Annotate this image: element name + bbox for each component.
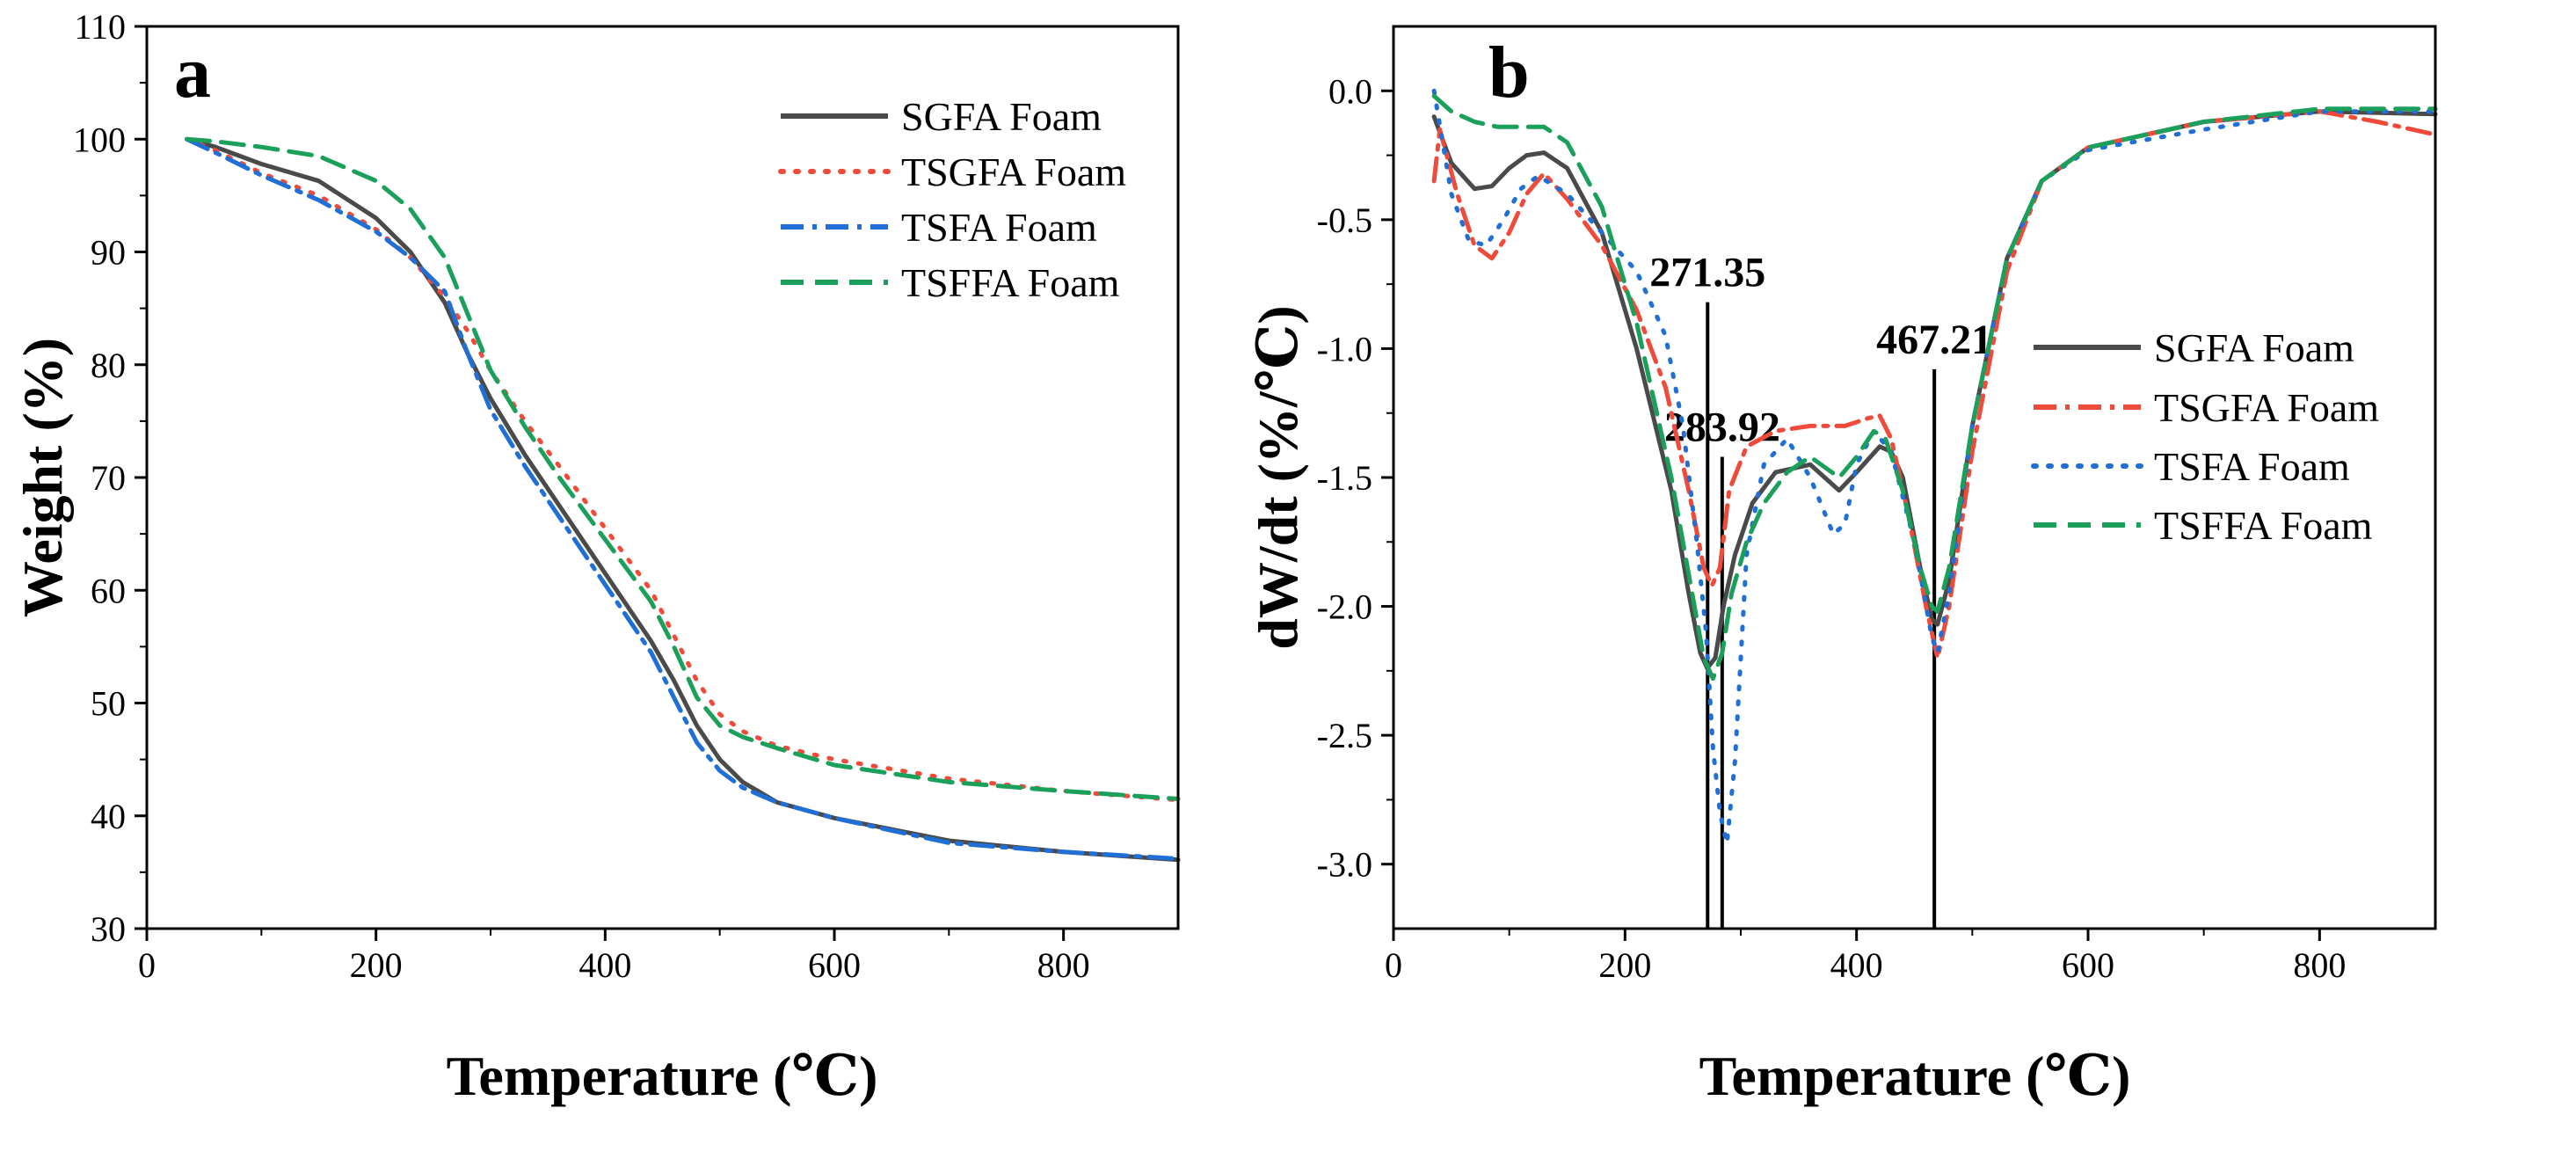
panel-b-x-tick-label: 0: [1385, 945, 1402, 985]
panel-b-y-tick-label: -0.5: [1317, 200, 1372, 240]
panel-b-peak-label: 283.92: [1664, 405, 1780, 451]
panel-a-y-tick-label: 110: [74, 7, 126, 47]
panel-b-ticks: 0 200 400 600 800 0.0 -0.5 -1.0 -1.5 -2.0 -2.5 -3.0: [1317, 71, 2347, 985]
legend-label-sgfa-b: SGFA Foam: [2154, 325, 2354, 370]
panel-a-y-tick-label: 50: [91, 684, 126, 724]
panel-a-ticks: 0 200 400 600 800 30 40 50 60 70 80 90 100 110: [73, 7, 1090, 985]
panel-b-x-tick-label: 800: [2293, 945, 2346, 985]
panel-b-x-axis-title: Temperature (℃): [1699, 1045, 2131, 1107]
panel-b-y-tick-label: -2.5: [1317, 716, 1372, 755]
panel-b-letter: b: [1488, 32, 1530, 113]
legend-label-tsgfa-b: TSGFA Foam: [2154, 385, 2379, 430]
panel-b-series-tsgfa-foam: [1431, 109, 2438, 660]
panel-a-y-tick-label: 60: [91, 571, 126, 610]
legend-label-tsffa-a: TSFFA Foam: [901, 260, 1120, 305]
panel-b-x-tick-label: 200: [1598, 945, 1651, 985]
panel-a-y-tick-label: 100: [73, 120, 126, 159]
panel-a-y-tick-label: 70: [91, 458, 126, 498]
panel-b-series: [1431, 88, 2438, 846]
panel-a: 0 200 400 600 800 30 40 50 60 70 80 90 100 110 a Temp…: [11, 7, 1181, 1107]
panel-a-y-tick-label: 80: [91, 346, 126, 385]
panel-b-peak-label: 467.21: [1876, 317, 1992, 363]
panel-b-y-tick-label: -1.5: [1317, 458, 1372, 498]
legend-label-tsgfa-a: TSGFA Foam: [901, 149, 1126, 194]
panel-b-x-tick-label: 400: [1830, 945, 1883, 985]
panel-a-x-tick-label: 800: [1037, 945, 1090, 985]
panel-a-x-tick-label: 200: [350, 945, 403, 985]
panel-a-letter: a: [174, 32, 211, 113]
panel-a-series: [185, 136, 1181, 863]
panel-b-y-tick-label: -2.0: [1317, 587, 1372, 627]
panel-a-frame: [145, 25, 1180, 930]
panel-a-y-tick-label: 90: [91, 233, 126, 273]
panel-a-series-tsffa-foam: [185, 136, 1181, 801]
panel-a-legend: SGFA Foam TSGFA Foam TSFA Foam TSFFA Foa…: [778, 94, 1126, 305]
panel-b-frame: [1392, 25, 2437, 930]
panel-a-x-tick-label: 400: [579, 945, 631, 985]
panel-a-y-axis-title: Weight (%): [11, 338, 74, 617]
panel-a-y-tick-label: 30: [91, 909, 126, 949]
panel-b-y-tick-label: 0.0: [1328, 71, 1372, 111]
panel-b-y-tick-label: -1.0: [1317, 329, 1372, 368]
panel-b-x-tick-label: 600: [2062, 945, 2114, 985]
panel-a-y-tick-label: 40: [91, 797, 126, 836]
panel-b-peak-label: 271.35: [1649, 250, 1765, 296]
panel-a-x-tick-label: 600: [808, 945, 861, 985]
panel-b-y-tick-label: -3.0: [1317, 845, 1372, 885]
legend-label-tsfa-a: TSFA Foam: [901, 205, 1097, 250]
legend-label-tsfa-b: TSFA Foam: [2154, 444, 2350, 489]
panel-a-x-axis-title: Temperature (℃): [447, 1045, 878, 1107]
legend-label-tsffa-b: TSFFA Foam: [2154, 503, 2373, 548]
panel-b-peak-markers: 271.35 283.92 467.21: [1649, 250, 1992, 929]
panel-b-series-tsffa-foam: [1431, 93, 2438, 682]
panel-b: 0 200 400 600 800 0.0 -0.5 -1.0 -1.5 -2.0 -2.5 -3.0…: [1247, 25, 2438, 1107]
panel-a-x-tick-label: 0: [138, 945, 156, 985]
panel-a-series-tsfa-foam: [185, 136, 1181, 861]
panel-b-y-axis-title: dW/dt (%/℃): [1247, 305, 1309, 649]
legend-label-sgfa-a: SGFA Foam: [901, 94, 1102, 139]
panel-b-legend: SGFA Foam TSGFA Foam TSFA Foam TSFFA Foa…: [2031, 325, 2379, 548]
